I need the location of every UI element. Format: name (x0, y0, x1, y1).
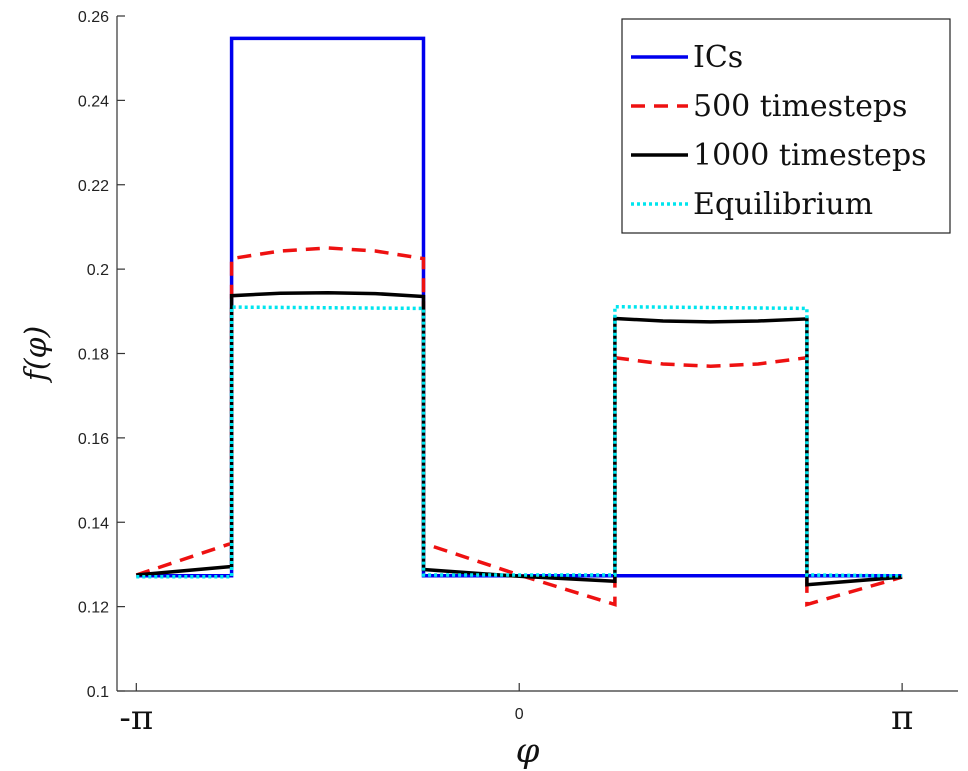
y-tick-label: 0.16 (78, 431, 109, 448)
y-tick-label: 0.22 (78, 178, 109, 195)
series-line-2 (135, 246, 903, 607)
legend-label-2: 500 timesteps (693, 89, 907, 124)
y-tick-label: 0.1 (87, 684, 109, 701)
legend-label-1: ICs (693, 40, 743, 75)
ticks: 0.1 0.12 0.14 0.16 0.18 0.2 0.22 0.24 0.26 -π 0 π (78, 9, 913, 738)
plot-lines (135, 36, 903, 607)
y-tick-label: 0.18 (78, 347, 109, 364)
x-tick-label: π (891, 698, 913, 738)
legend-label-4: Equilibrium (693, 187, 873, 222)
y-tick-label: 0.12 (78, 600, 109, 617)
legend: ICs 500 timesteps 1000 timesteps Equilibriu… (621, 18, 951, 234)
y-axis-label: f(φ) (19, 326, 54, 384)
legend-label-3: 1000 timesteps (693, 138, 927, 173)
legend-box (621, 18, 951, 234)
y-tick-label: 0.14 (78, 515, 109, 532)
x-tick-label: 0 (515, 706, 524, 723)
x-axis-label: φ (516, 731, 540, 771)
y-tick-label: 0.2 (87, 262, 109, 279)
y-tick-label: 0.24 (78, 93, 109, 110)
series-line-4 (136, 304, 903, 579)
y-tick-label: 0.26 (78, 9, 109, 26)
x-tick-label: -π (119, 698, 153, 738)
